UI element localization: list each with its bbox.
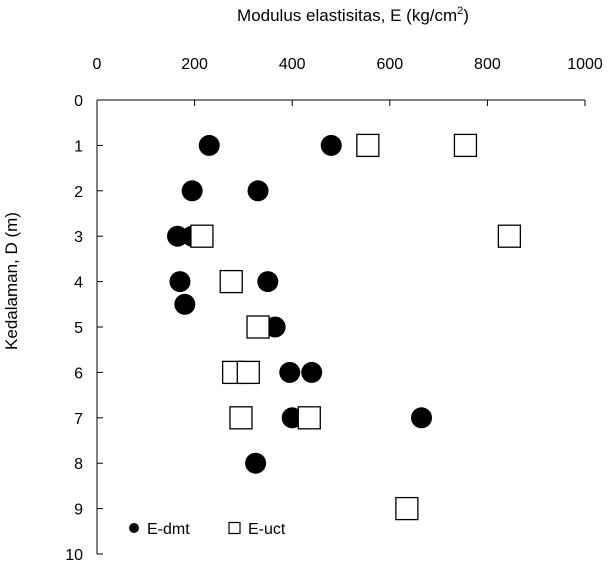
y-tick-label: 0	[74, 93, 83, 110]
x-tick-label: 600	[376, 56, 403, 73]
legend-label-e-dmt: E-dmt	[147, 521, 190, 538]
data-point-e-dmt	[320, 134, 342, 156]
y-tick-label: 6	[74, 365, 83, 382]
data-point-e-uct	[246, 315, 270, 339]
data-point-e-dmt	[169, 271, 191, 293]
data-point-e-uct	[453, 133, 478, 158]
data-point-e-uct	[395, 496, 419, 521]
data-point-e-uct	[297, 406, 321, 430]
data-point-e-dmt	[279, 361, 301, 383]
legend-label-e-uct: E-uct	[248, 521, 286, 538]
x-tick-label: 0	[93, 56, 102, 73]
y-tick-label: 9	[74, 502, 83, 519]
y-tick-label: 4	[74, 275, 83, 292]
data-point-e-uct	[356, 133, 380, 158]
x-axis-title-close: )	[463, 6, 469, 25]
data-point-e-uct	[497, 224, 522, 248]
y-tick-label: 10	[65, 547, 83, 564]
y-tick-label: 8	[74, 456, 83, 473]
data-point-e-dmt	[198, 134, 220, 156]
y-tick-label: 2	[74, 184, 83, 201]
data-point-e-dmt	[181, 180, 203, 202]
legend-marker-e-uct	[228, 521, 241, 535]
data-point-e-dmt	[247, 180, 269, 202]
data-point-e-dmt	[174, 293, 196, 315]
data-point-e-dmt	[301, 361, 323, 383]
y-axis-title: Kedalaman, D (m)	[2, 212, 21, 350]
plot-area: 0 200 400 600 800 1000 0 1 2 3 4 5 6 7 8 9 10	[65, 56, 603, 564]
x-axis-title-superscript: 2	[457, 5, 463, 17]
x-axis-title-main: Modulus elastisitas, E (kg/cm	[237, 6, 457, 25]
data-point-e-uct	[229, 406, 253, 430]
data-point-e-uct	[190, 224, 214, 248]
data-point-e-dmt	[281, 407, 303, 429]
y-tick-label: 3	[74, 229, 83, 246]
y-tick-label: 1	[74, 138, 83, 155]
legend-marker-e-dmt	[129, 523, 139, 533]
data-point-e-uct	[219, 269, 243, 294]
data-point-e-dmt	[257, 271, 279, 293]
data-point-e-dmt	[264, 316, 286, 338]
x-tick-label: 200	[181, 56, 208, 73]
x-tick-label: 1000	[567, 56, 603, 73]
x-axis-title: Modulus elastisitas, E (kg/cm2)	[237, 5, 469, 25]
y-tick-label: 5	[74, 320, 83, 337]
x-tick-label: 400	[279, 56, 306, 73]
y-tick-label: 7	[74, 411, 83, 428]
legend: E-dmt E-uct	[129, 521, 286, 538]
x-tick-label: 800	[474, 56, 501, 73]
data-point-e-uct	[236, 360, 260, 385]
data-point-e-dmt	[245, 452, 267, 474]
data-point-e-dmt	[167, 225, 189, 247]
data-point-e-dmt	[411, 407, 433, 429]
